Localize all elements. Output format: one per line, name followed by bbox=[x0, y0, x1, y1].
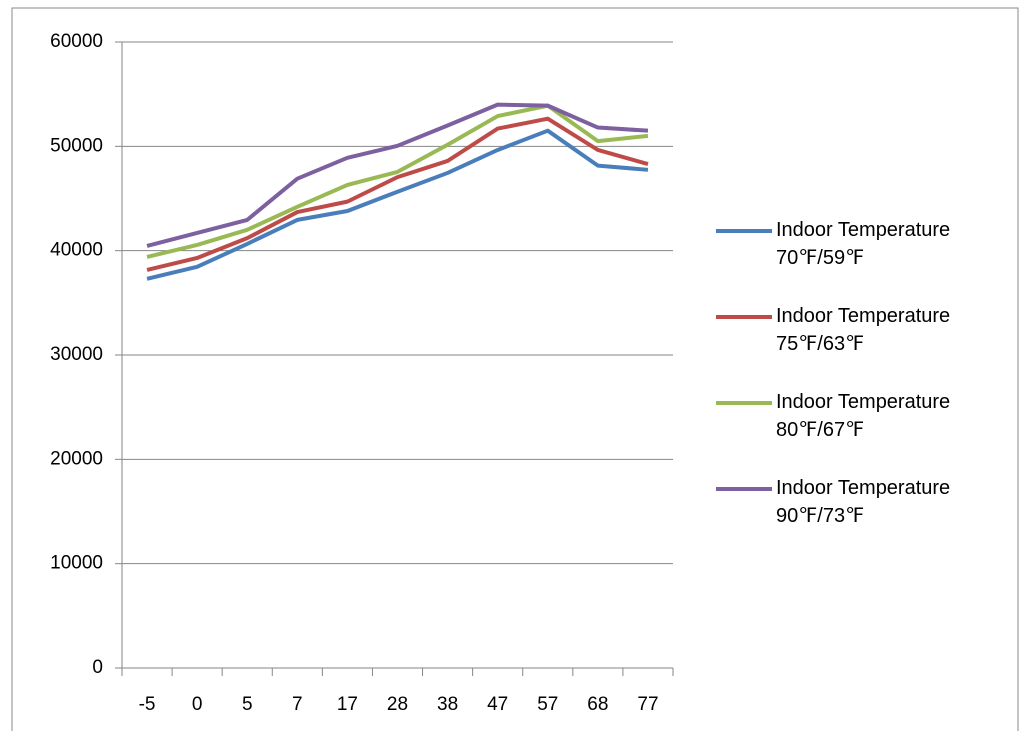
x-tick-label: 77 bbox=[637, 694, 658, 715]
series-line bbox=[146, 103, 649, 259]
legend-entry: Indoor Temperature 70℉/59℉ bbox=[716, 216, 956, 302]
y-tick-label: 50000 bbox=[50, 135, 103, 156]
legend-swatch bbox=[716, 401, 772, 405]
x-tick-label: 0 bbox=[192, 694, 203, 715]
legend-swatch bbox=[716, 315, 772, 319]
chart-border bbox=[11, 7, 1019, 731]
legend-label: Indoor Temperature 80℉/67℉ bbox=[776, 391, 951, 441]
legend-entry: Indoor Temperature 90℉/73℉ bbox=[716, 474, 956, 560]
legend: Indoor Temperature 70℉/59℉ Indoor Tempera… bbox=[716, 216, 956, 560]
x-tick-label: 7 bbox=[292, 694, 303, 715]
x-tick-label: 47 bbox=[487, 694, 508, 715]
x-tick-label: 57 bbox=[537, 694, 558, 715]
legend-swatch bbox=[716, 229, 772, 233]
x-tick-label: 38 bbox=[437, 694, 458, 715]
legend-swatch bbox=[716, 487, 772, 491]
x-tick-label: 28 bbox=[387, 694, 408, 715]
y-tick-label: 20000 bbox=[50, 448, 103, 469]
y-tick-label: 40000 bbox=[50, 240, 103, 261]
legend-label: Indoor Temperature 90℉/73℉ bbox=[776, 477, 951, 527]
x-tick-label: 17 bbox=[337, 694, 358, 715]
x-tick-label: 68 bbox=[587, 694, 608, 715]
y-tick-label: 10000 bbox=[50, 553, 103, 574]
series-line bbox=[146, 102, 649, 248]
legend-label: Indoor Temperature 70℉/59℉ bbox=[776, 219, 951, 269]
legend-label: Indoor Temperature 75℉/63℉ bbox=[776, 305, 951, 355]
legend-entry: Indoor Temperature 75℉/63℉ bbox=[716, 302, 956, 388]
y-tick-label: 60000 bbox=[50, 31, 103, 52]
x-tick-label: 5 bbox=[242, 694, 253, 715]
y-tick-label: 30000 bbox=[50, 344, 103, 365]
legend-entry: Indoor Temperature 80℉/67℉ bbox=[716, 388, 956, 474]
y-tick-label: 0 bbox=[92, 657, 103, 678]
series-line bbox=[146, 128, 649, 281]
series-line bbox=[146, 116, 649, 272]
x-tick-label: -5 bbox=[139, 694, 156, 715]
